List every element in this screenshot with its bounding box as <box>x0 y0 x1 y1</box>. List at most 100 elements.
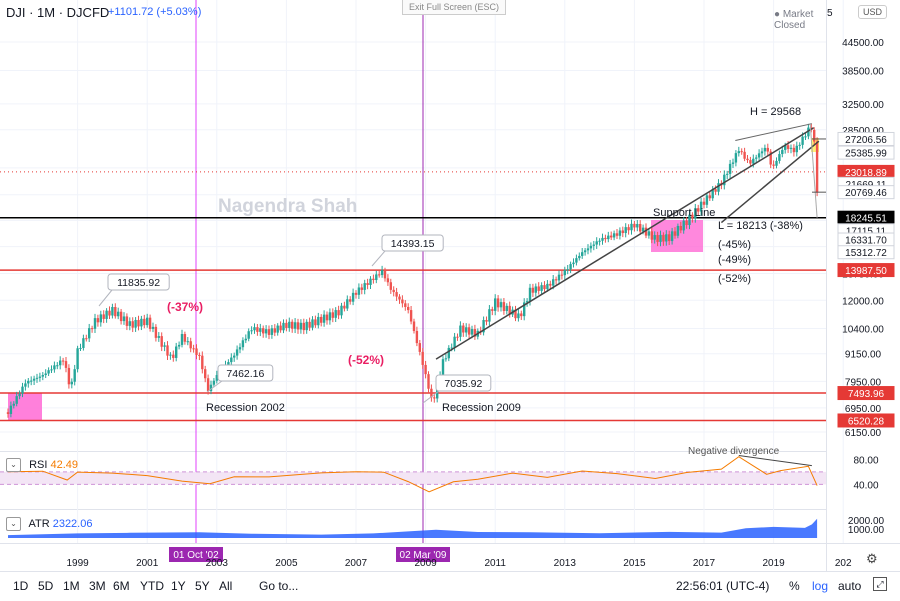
candle-body <box>238 347 242 350</box>
collapse-icon[interactable]: ⌄ <box>6 458 21 472</box>
candle-body <box>302 322 305 331</box>
range-1y[interactable]: 1Y <box>171 579 186 593</box>
range-1m[interactable]: 1M <box>63 579 80 593</box>
goto-button[interactable]: Go to... <box>259 579 299 593</box>
candles <box>6 123 819 418</box>
collapse-icon[interactable]: ⌄ <box>6 517 21 531</box>
candle-body <box>537 286 540 291</box>
percent-toggle[interactable]: % <box>789 579 800 593</box>
candle-body <box>12 403 15 406</box>
price-badge <box>837 185 895 200</box>
candle-body <box>697 208 700 212</box>
candle-body <box>627 227 630 231</box>
candle-body <box>415 330 419 344</box>
price-badge <box>837 145 895 160</box>
candle-body <box>285 322 288 328</box>
auto-toggle[interactable]: auto <box>838 579 862 593</box>
candle-body <box>183 334 187 342</box>
candle-body <box>711 189 714 199</box>
expand-icon[interactable]: ⤢ <box>873 577 887 591</box>
atr-tick-label: 1000.00 <box>848 525 885 536</box>
candle-body <box>175 346 178 358</box>
log-toggle[interactable]: log <box>812 579 829 593</box>
candle-body <box>615 233 619 236</box>
candle-body <box>421 351 424 365</box>
candle-body <box>514 309 517 319</box>
price-badge-label: 15312.72 <box>845 248 887 259</box>
candle-body <box>607 235 610 240</box>
candle-body <box>343 305 346 309</box>
candle-body <box>705 195 709 205</box>
candle-body <box>24 383 27 387</box>
candle-body <box>572 262 575 265</box>
candle-body <box>340 305 343 316</box>
candle-body <box>264 329 268 334</box>
candle-body <box>639 223 642 232</box>
candle-body <box>778 154 781 161</box>
range-3m[interactable]: 3M <box>89 579 106 593</box>
candle-body <box>815 141 819 193</box>
candle-body <box>679 225 682 231</box>
rsi-name: RSI <box>29 458 48 471</box>
candle-body <box>322 314 326 323</box>
candle-body <box>795 145 798 153</box>
price-badge-label: 18245.51 <box>845 214 887 225</box>
time-tick-label: 2011 <box>484 558 506 569</box>
candle-body <box>465 327 468 333</box>
symbol-title[interactable]: DJI · 1M · DJCFD <box>6 5 110 20</box>
candle-body <box>592 244 595 246</box>
date-marker-label: 02 Mar '09 <box>400 550 447 561</box>
candle-body <box>201 355 204 370</box>
candle-body <box>769 151 772 165</box>
rsi-legend: ⌄ RSI 42.49 <box>6 458 78 472</box>
candle-body <box>32 378 36 381</box>
candle-body <box>523 302 526 317</box>
price-badge-label: 13987.50 <box>845 266 887 277</box>
candle-body <box>247 331 250 339</box>
candle-body <box>659 234 662 242</box>
market-status: ● Market Closed <box>774 9 814 31</box>
candle-body <box>204 369 207 379</box>
candle-body <box>708 195 711 199</box>
range-all[interactable]: All <box>219 579 233 593</box>
candle-body <box>293 322 297 329</box>
candle-body <box>644 227 648 236</box>
candle-body <box>250 330 253 332</box>
candle-body <box>73 369 76 382</box>
candle-body <box>598 240 601 242</box>
clock[interactable]: 22:56:01 (UTC-4) <box>676 579 770 593</box>
range-5y[interactable]: 5Y <box>195 579 210 593</box>
range-6m[interactable]: 6M <box>113 579 130 593</box>
pane-divider <box>0 451 826 452</box>
candle-body <box>813 129 816 142</box>
gear-icon[interactable]: ⚙ <box>866 551 878 566</box>
candle-body <box>311 319 314 328</box>
candle-body <box>273 328 276 333</box>
candle-body <box>441 359 445 376</box>
candle-body <box>543 285 546 290</box>
price-chart[interactable]: Nagendra Shah 01 Oct '02 02 Mar '09 11835.9… <box>0 0 900 571</box>
candle-body <box>612 233 616 238</box>
candle-body <box>757 153 761 158</box>
candle-body <box>363 283 366 290</box>
time-tick-label: 1999 <box>66 558 89 569</box>
candle-body <box>288 321 291 328</box>
candle-body <box>192 348 195 350</box>
candle-body <box>59 360 62 366</box>
price-badge-label: 6520.28 <box>848 416 885 427</box>
range-ytd[interactable]: YTD <box>140 579 164 593</box>
candle-body <box>389 282 392 290</box>
candle-body <box>99 314 102 323</box>
exit-fullscreen-button[interactable]: Exit Full Screen (ESC) <box>402 0 507 15</box>
candle-body <box>656 235 659 242</box>
range-1d[interactable]: 1D <box>13 579 29 593</box>
candle-body <box>88 328 91 339</box>
candle-body <box>154 326 158 338</box>
watermark: Nagendra Shah <box>218 196 357 217</box>
candle-body <box>276 325 279 333</box>
currency-badge[interactable]: USD <box>858 5 888 19</box>
candle-body <box>589 245 593 249</box>
candle-body <box>117 311 120 317</box>
range-5d[interactable]: 5D <box>38 579 54 593</box>
candle-body <box>581 252 584 256</box>
